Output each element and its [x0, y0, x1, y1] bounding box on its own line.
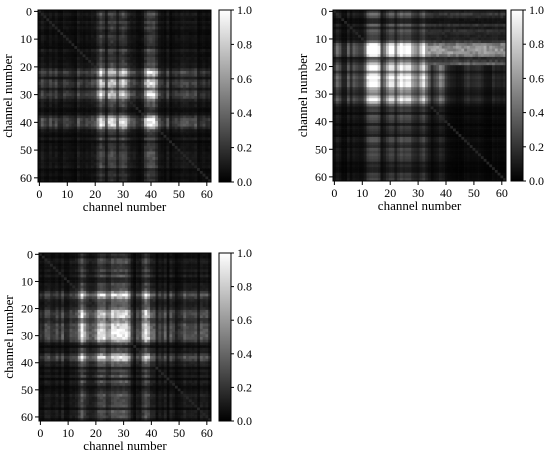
x-tick-label: 60: [496, 186, 508, 200]
colorbar-tick-label: 0.0: [237, 414, 252, 428]
x-tick-label: 60: [201, 187, 213, 201]
y-axis-label: channel number: [1, 295, 16, 379]
y-tick-label: 50: [21, 383, 33, 397]
heatmap-panel-top-left: 0 10 20 30 40 50 60 0 10 20 30 40 50 60 channel number…: [0, 3, 252, 214]
x-tick-label: 30: [117, 187, 129, 201]
colorbar: [218, 9, 232, 183]
y-tick-label: 40: [21, 356, 33, 370]
x-tick-label: 60: [201, 426, 213, 440]
colorbar-tick-label: 0.8: [529, 37, 544, 51]
y-tick-label: 30: [20, 88, 32, 102]
y-tick-label: 0: [321, 4, 327, 18]
x-axis-label: channel number: [83, 438, 167, 453]
y-tick-label: 50: [315, 142, 327, 156]
heatmap-panel-top-right: 0 10 20 30 40 50 60 0 10 20 30 40 50 60 channel number…: [295, 3, 544, 213]
y-axis-label: channel number: [0, 54, 15, 138]
colorbar: [218, 252, 232, 422]
x-tick-label: 50: [173, 187, 185, 201]
heatmap-frame: [38, 252, 212, 422]
heatmap-frame: [37, 9, 212, 183]
colorbar-tick-label: 0.0: [237, 175, 252, 189]
y-tick-label: 10: [20, 32, 32, 46]
colorbar-tick-label: 0.8: [237, 280, 252, 294]
y-axis-label: channel number: [295, 53, 310, 137]
x-axis-label: channel number: [378, 198, 462, 213]
colorbar-tick-label: 0.6: [237, 72, 252, 86]
x-tick-label: 40: [440, 186, 452, 200]
heatmap-cells: [38, 10, 212, 183]
colorbar-tick-label: 1.0: [237, 3, 252, 17]
y-tick-label: 20: [315, 60, 327, 74]
y-tick-label: 30: [315, 87, 327, 101]
y-tick-label: 10: [315, 32, 327, 46]
colorbar-tick-label: 1.0: [237, 246, 252, 260]
colorbar-tick-label: 0.6: [237, 313, 252, 327]
heatmap-cells: [39, 253, 212, 422]
x-tick-label: 50: [173, 426, 185, 440]
y-tick-label: 40: [20, 115, 32, 129]
colorbar-tick-label: 0.0: [529, 174, 544, 188]
colorbar-tick-label: 0.4: [237, 347, 252, 361]
y-tick-label: 60: [21, 410, 33, 424]
colorbar-tick-label: 1.0: [529, 3, 544, 17]
x-tick-label: 0: [36, 187, 42, 201]
y-tick-label: 0: [26, 4, 32, 18]
colorbar-tick-label: 0.2: [237, 380, 252, 394]
x-tick-label: 30: [412, 186, 424, 200]
x-tick-label: 10: [61, 187, 73, 201]
x-tick-label: 0: [331, 186, 337, 200]
y-tick-label: 20: [21, 302, 33, 316]
colorbar-tick-label: 0.2: [529, 140, 544, 154]
colorbar: [510, 9, 524, 182]
heatmap-cells: [333, 10, 507, 182]
y-tick-label: 10: [21, 274, 33, 288]
y-tick-label: 50: [20, 143, 32, 157]
y-tick-label: 0: [27, 247, 33, 261]
x-tick-label: 40: [145, 426, 157, 440]
colorbar-tick-label: 0.4: [529, 106, 544, 120]
y-tick-label: 40: [315, 115, 327, 129]
y-tick-label: 60: [20, 171, 32, 185]
x-tick-label: 0: [37, 426, 43, 440]
x-tick-label: 30: [118, 426, 130, 440]
x-tick-label: 20: [89, 187, 101, 201]
x-tick-label: 40: [145, 187, 157, 201]
y-tick-label: 30: [21, 329, 33, 343]
x-axis-label: channel number: [83, 199, 167, 214]
x-tick-label: 10: [356, 186, 368, 200]
colorbar-tick-label: 0.4: [237, 106, 252, 120]
x-tick-label: 10: [62, 426, 74, 440]
y-tick-label: 20: [20, 60, 32, 74]
colorbar-tick-label: 0.8: [237, 37, 252, 51]
x-tick-label: 20: [384, 186, 396, 200]
y-tick-label: 60: [315, 170, 327, 184]
colorbar-tick-label: 0.6: [529, 71, 544, 85]
colorbar-tick-label: 0.2: [237, 141, 252, 155]
x-tick-label: 50: [468, 186, 480, 200]
x-tick-label: 20: [90, 426, 102, 440]
heatmap-panel-bottom-left: 0 10 20 30 40 50 60 0 10 20 30 40 50 60 channel number…: [1, 246, 252, 453]
heatmap-frame: [332, 9, 507, 182]
